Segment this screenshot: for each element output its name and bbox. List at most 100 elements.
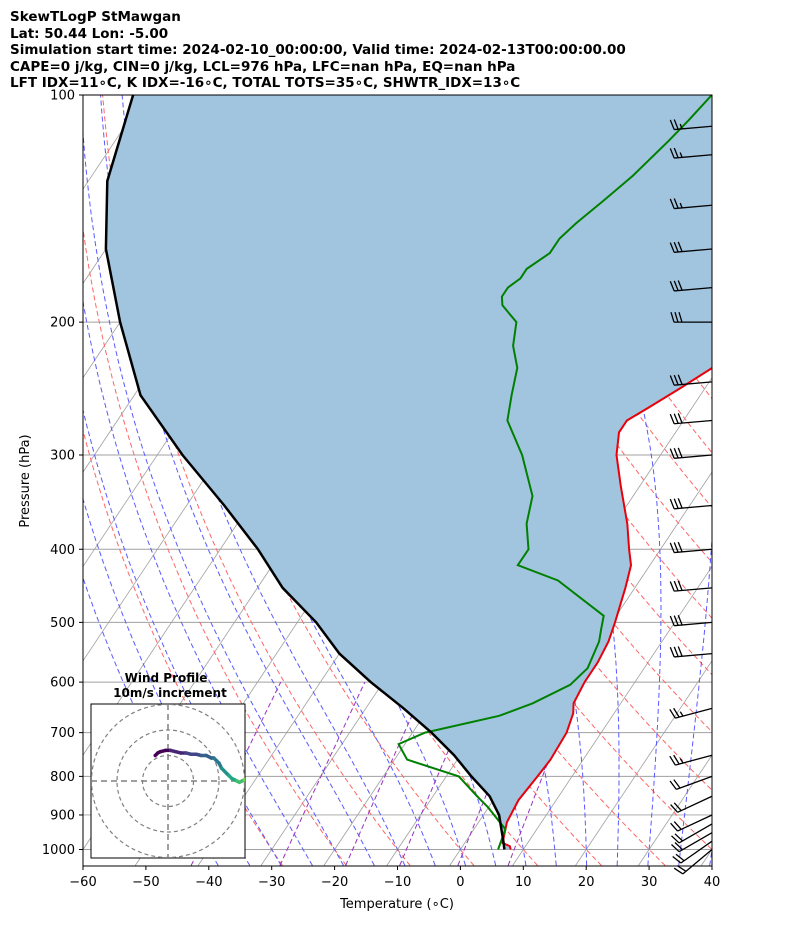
y-tick-label: 300 bbox=[50, 448, 75, 463]
barb-flag bbox=[669, 242, 675, 253]
inset-title: Wind Profile bbox=[125, 671, 208, 685]
dry-adiabat bbox=[787, 95, 794, 866]
x-tick-label: −50 bbox=[132, 875, 159, 890]
cape-shading bbox=[105, 95, 712, 850]
barb-flag bbox=[677, 241, 683, 252]
y-tick-label: 700 bbox=[50, 726, 75, 741]
barb-flag bbox=[670, 822, 679, 832]
barb-flag bbox=[669, 498, 675, 510]
isotherm-line bbox=[512, 565, 712, 866]
barb-flag bbox=[669, 755, 676, 766]
cape-cin-area bbox=[105, 95, 712, 850]
barb-flag bbox=[674, 311, 679, 323]
barb-flag bbox=[677, 413, 683, 424]
barb-flag bbox=[669, 280, 675, 292]
barb-flag bbox=[673, 580, 679, 592]
barb-flag bbox=[669, 615, 675, 626]
barb-flag bbox=[673, 779, 681, 789]
barb-staff bbox=[674, 204, 713, 210]
temperature-line bbox=[501, 366, 712, 850]
location-line: Lat: 50.44 Lon: -5.00 bbox=[10, 25, 169, 42]
wind-barbs bbox=[669, 119, 713, 875]
profile-lines bbox=[104, 95, 712, 850]
x-tick-label: 10 bbox=[515, 875, 532, 890]
barb-flag bbox=[677, 580, 683, 591]
moist-adiabat bbox=[100, 95, 375, 866]
x-axis-ticks: −60 −50 −40 −30 −20 −10 0 10 20 30 40 bbox=[69, 866, 720, 890]
barb-flag bbox=[669, 780, 677, 790]
wind-barb bbox=[669, 580, 713, 592]
barb-staff bbox=[674, 419, 713, 425]
barb-half-flag bbox=[679, 202, 683, 209]
barb-flag bbox=[677, 615, 683, 626]
y-axis-ticks: 100 200 300 400 500 600 700 800 900 1000 bbox=[42, 89, 83, 858]
isotherm-line bbox=[575, 660, 712, 866]
barb-flag bbox=[669, 448, 675, 459]
x-tick-label: 40 bbox=[704, 875, 721, 890]
barb-flag bbox=[673, 448, 679, 459]
y-tick-label: 1000 bbox=[42, 843, 75, 858]
barb-flag bbox=[673, 754, 680, 765]
barb-staff bbox=[674, 587, 713, 592]
barb-staff bbox=[674, 286, 713, 292]
wind-barb bbox=[669, 413, 713, 425]
y-tick-label: 100 bbox=[50, 89, 75, 104]
chart-title: SkewTLogP StMawgan bbox=[10, 9, 181, 25]
barb-flag bbox=[673, 615, 679, 626]
wind-barb bbox=[669, 754, 713, 766]
barb-staff bbox=[678, 823, 713, 844]
wind-barb bbox=[669, 147, 713, 159]
barb-staff bbox=[676, 775, 713, 790]
barb-flag bbox=[677, 541, 683, 553]
barb-flag bbox=[673, 498, 679, 509]
barb-staff bbox=[677, 795, 713, 813]
barb-staff bbox=[674, 621, 713, 627]
moist-adiabat bbox=[145, 95, 436, 866]
barb-flag bbox=[669, 198, 675, 209]
barb-flag bbox=[673, 542, 679, 553]
moist-adiabat bbox=[709, 846, 712, 866]
barb-flag bbox=[673, 802, 682, 812]
wind-barb bbox=[669, 707, 713, 719]
barb-half-flag bbox=[679, 711, 684, 717]
barb-staff bbox=[674, 504, 713, 510]
barb-flag bbox=[673, 242, 679, 253]
barb-half-flag bbox=[679, 123, 683, 130]
barb-flag bbox=[673, 280, 679, 291]
barb-flag bbox=[674, 833, 684, 842]
y-tick-label: 500 bbox=[50, 616, 75, 631]
barb-half-flag bbox=[679, 758, 684, 764]
wind-profile-inset: Wind Profile 10m/s increment bbox=[90, 671, 258, 859]
wind-barb bbox=[669, 119, 713, 131]
barb-flag bbox=[676, 865, 687, 872]
barb-flag bbox=[673, 147, 679, 158]
dry-adiabat bbox=[722, 95, 794, 866]
barb-staff bbox=[674, 381, 713, 386]
barb-staff bbox=[678, 832, 713, 853]
dry-adiabat bbox=[754, 95, 794, 866]
hodograph-segment bbox=[255, 785, 258, 786]
barb-flag bbox=[669, 581, 675, 592]
dry-adiabat bbox=[362, 95, 712, 676]
barb-flag bbox=[677, 447, 683, 458]
wind-barb bbox=[669, 498, 713, 510]
wind-barb bbox=[672, 840, 713, 864]
y-tick-label: 800 bbox=[50, 770, 75, 785]
dry-adiabat bbox=[134, 95, 475, 866]
dry-adiabat bbox=[83, 225, 347, 866]
barb-flag bbox=[669, 148, 675, 159]
barb-flag bbox=[674, 842, 684, 851]
hodograph-segment bbox=[247, 778, 250, 779]
cape-line: CAPE=0 j/kg, CIN=0 j/kg, LCL=976 hPa, LF… bbox=[10, 58, 516, 75]
mixing-ratio-line bbox=[399, 681, 479, 866]
x-tick-label: 30 bbox=[641, 875, 658, 890]
hodograph-segment bbox=[255, 782, 258, 783]
hodograph bbox=[91, 704, 258, 858]
y-tick-label: 600 bbox=[50, 676, 75, 691]
barb-staff bbox=[680, 840, 713, 864]
x-tick-label: −10 bbox=[384, 875, 411, 890]
hodograph-segment bbox=[242, 777, 245, 782]
index-line: LFT IDX=11∘C, K IDX=-16∘C, TOTAL TOTS=35… bbox=[10, 75, 521, 92]
barb-flag bbox=[672, 856, 682, 864]
barb-flag bbox=[669, 542, 675, 553]
